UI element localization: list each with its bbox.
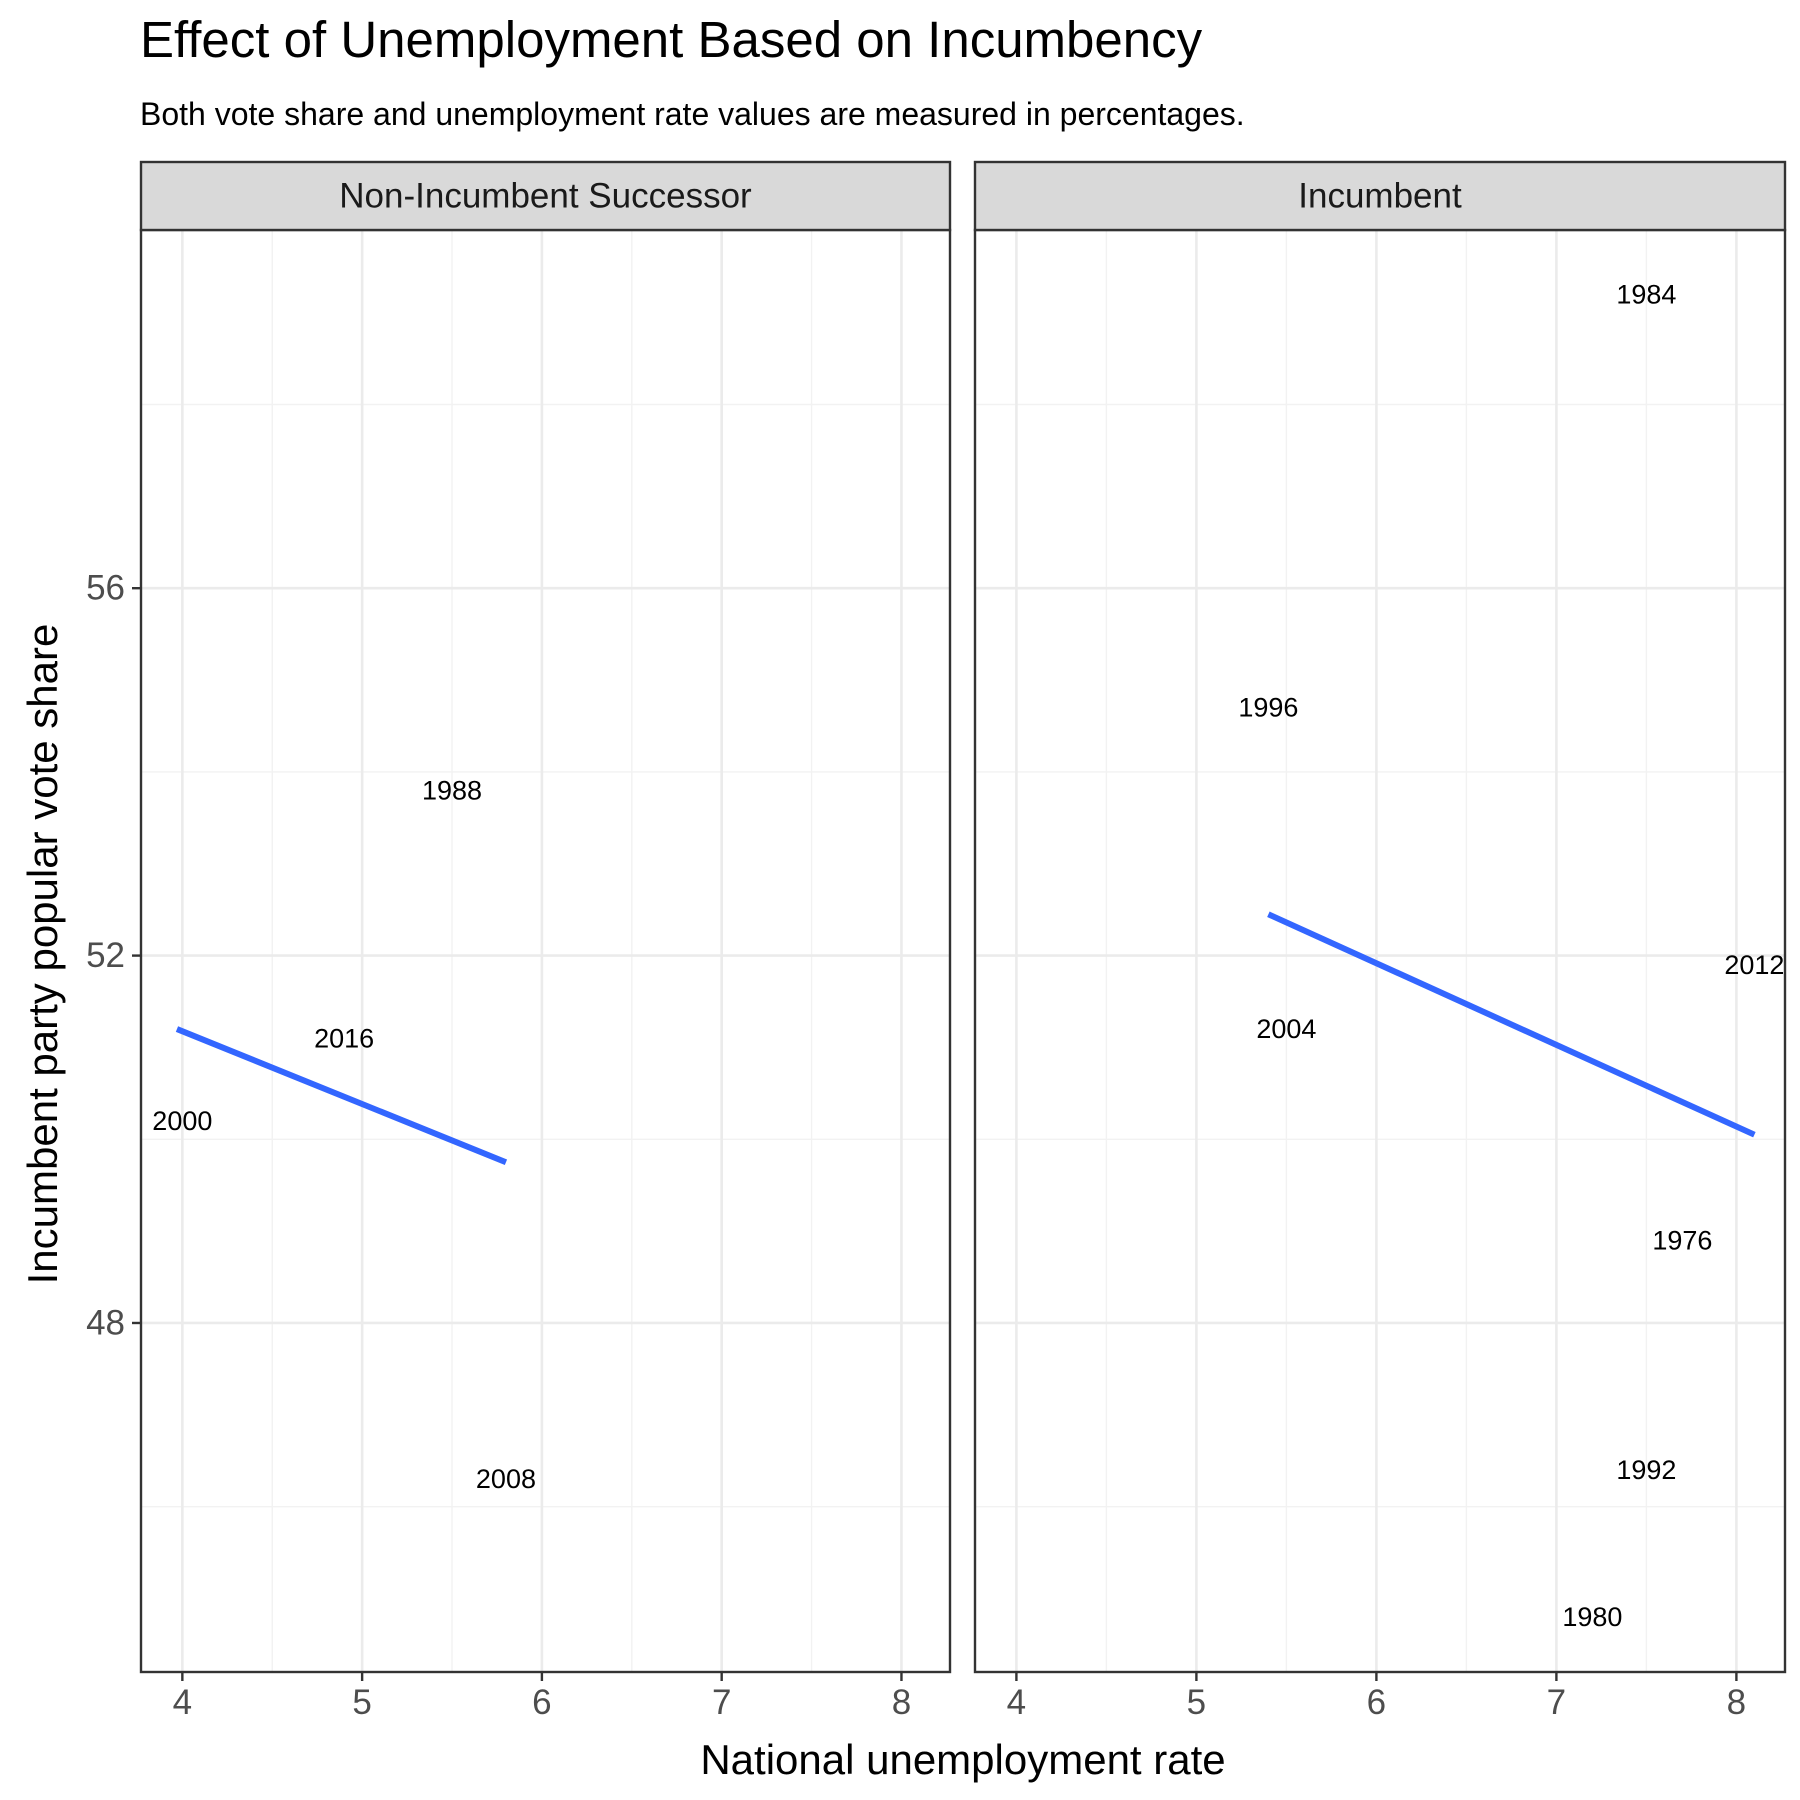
y-tick-label: 52: [86, 936, 125, 975]
point-label-2004: 2004: [1256, 1014, 1316, 1044]
x-tick-label: 5: [352, 1683, 371, 1722]
x-tick-label: 6: [1367, 1683, 1386, 1722]
point-label-1988: 1988: [422, 775, 482, 805]
x-tick-label: 6: [532, 1683, 551, 1722]
y-axis-title: Incumbent party popular vote share: [19, 624, 66, 1285]
x-tick-label: 8: [892, 1683, 911, 1722]
facet-panel-2: 1984 1996 2012 2004 1976 1992 1980 Incumbent 4 5 6…: [973, 160, 1787, 1722]
x-tick-label: 4: [1007, 1683, 1026, 1722]
point-label-1996: 1996: [1238, 693, 1298, 723]
point-label-2008: 2008: [476, 1464, 536, 1494]
trend-line: [1267, 911, 1756, 1138]
x-tick-label: 7: [712, 1683, 731, 1722]
facet-strip-label: Non-Incumbent Successor: [339, 177, 752, 216]
gridlines: [141, 230, 950, 1672]
panel-background: [141, 230, 950, 1672]
x-tick-label: 5: [1187, 1683, 1206, 1722]
x-tick-label: 7: [1547, 1683, 1566, 1722]
x-tick-label: 4: [173, 1683, 192, 1722]
y-tick-label: 48: [86, 1303, 125, 1342]
point-label-2016: 2016: [314, 1023, 374, 1053]
facet-strip-label: Incumbent: [1298, 177, 1462, 216]
facet-strip: [973, 160, 1787, 232]
y-tick-label: 56: [86, 569, 125, 608]
point-label-1984: 1984: [1616, 279, 1676, 309]
chart-title: Effect of Unemployment Based on Incumben…: [140, 11, 1203, 68]
panel-background: [975, 230, 1785, 1672]
point-label-2000: 2000: [152, 1106, 212, 1136]
point-label-2012: 2012: [1724, 950, 1784, 980]
gridlines: [975, 230, 1785, 1672]
point-label-1976: 1976: [1652, 1225, 1712, 1255]
trend-line: [175, 1026, 508, 1166]
x-axis-title: National unemployment rate: [700, 1736, 1225, 1783]
point-label-1992: 1992: [1616, 1455, 1676, 1485]
facet-panel-1: 1988 2016 2000 2008 Non-Incumbent Successor 4…: [86, 160, 952, 1722]
x-tick-label: 8: [1727, 1683, 1746, 1722]
chart-subtitle: Both vote share and unemployment rate va…: [140, 96, 1245, 132]
point-label-1980: 1980: [1562, 1602, 1622, 1632]
facet-strip: [139, 160, 952, 232]
